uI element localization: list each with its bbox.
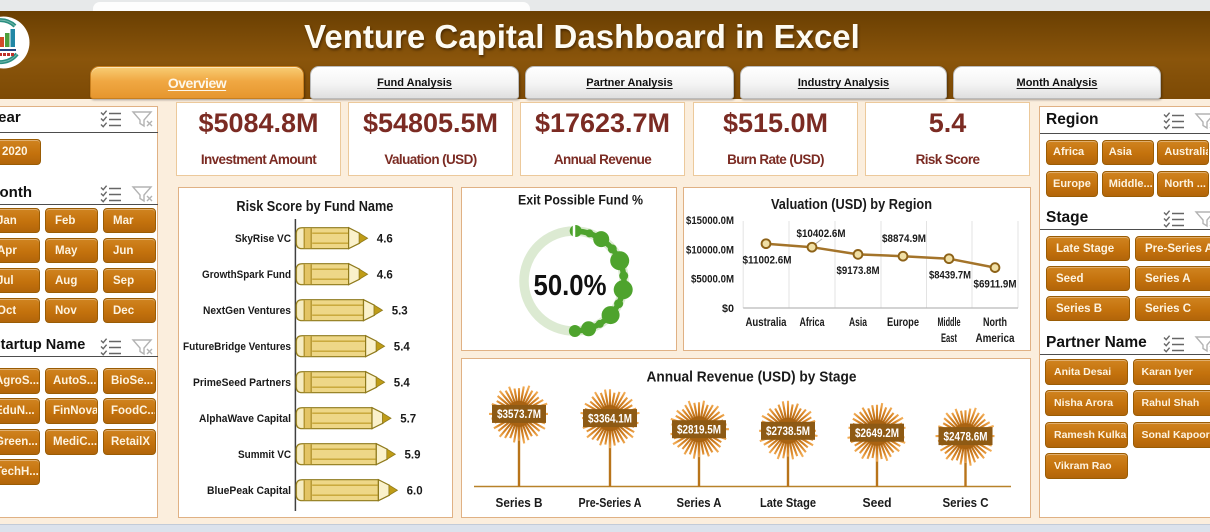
svg-text:$8874.9M: $8874.9M (882, 233, 926, 245)
svg-text:Africa: Africa (800, 317, 825, 329)
svg-text:$5000.0M: $5000.0M (691, 274, 734, 286)
svg-text:$11002.6M: $11002.6M (743, 255, 792, 267)
svg-text:Series A: Series A (677, 496, 722, 510)
svg-text:$8439.7M: $8439.7M (929, 270, 971, 282)
svg-text:$9173.8M: $9173.8M (837, 265, 880, 277)
svg-text:AlphaWave Capital: AlphaWave Capital (199, 413, 291, 425)
svg-text:East: East (941, 333, 957, 345)
svg-text:Asia: Asia (849, 317, 867, 329)
svg-text:Risk Score by Fund Name: Risk Score by Fund Name (236, 199, 393, 215)
svg-text:$0: $0 (722, 303, 734, 315)
svg-text:5.4: 5.4 (394, 340, 410, 354)
svg-text:Europe: Europe (887, 317, 919, 329)
svg-text:Annual Revenue (USD) by Stage: Annual Revenue (USD) by Stage (647, 370, 857, 386)
svg-text:Valuation (USD) by Region: Valuation (USD) by Region (771, 197, 932, 213)
svg-text:$6911.9M: $6911.9M (974, 279, 1017, 291)
svg-text:Exit Possible Fund %: Exit Possible Fund % (518, 192, 643, 208)
svg-text:PrimeSeed Partners: PrimeSeed Partners (193, 377, 291, 389)
svg-text:Pre-Series A: Pre-Series A (579, 496, 642, 510)
svg-text:Series C: Series C (943, 496, 989, 510)
svg-text:FutureBridge Ventures: FutureBridge Ventures (183, 341, 291, 353)
svg-text:$10402.6M: $10402.6M (797, 228, 846, 240)
svg-text:$3364.1M: $3364.1M (588, 411, 632, 425)
svg-text:5.7: 5.7 (400, 412, 416, 426)
svg-text:Seed: Seed (863, 496, 892, 510)
svg-text:5.4: 5.4 (394, 376, 410, 390)
svg-text:4.6: 4.6 (377, 232, 393, 246)
svg-text:NextGen Ventures: NextGen Ventures (203, 305, 291, 317)
svg-text:$10000.0M: $10000.0M (686, 244, 734, 256)
svg-text:BluePeak Capital: BluePeak Capital (207, 485, 291, 497)
svg-text:GrowthSpark Fund: GrowthSpark Fund (202, 269, 291, 281)
svg-text:$2738.5M: $2738.5M (766, 424, 810, 438)
svg-text:America: America (976, 333, 1016, 345)
svg-text:4.6: 4.6 (377, 268, 393, 282)
svg-text:Summit VC: Summit VC (238, 449, 291, 461)
svg-text:$2649.2M: $2649.2M (855, 426, 899, 440)
svg-text:Series B: Series B (496, 496, 543, 510)
svg-text:5.9: 5.9 (405, 448, 421, 462)
svg-text:$2478.6M: $2478.6M (944, 429, 988, 443)
svg-text:50.0%: 50.0% (534, 270, 607, 302)
svg-text:Australia: Australia (746, 317, 787, 329)
svg-text:5.3: 5.3 (392, 304, 408, 318)
svg-text:SkyRise VC: SkyRise VC (235, 233, 291, 245)
svg-text:$2819.5M: $2819.5M (677, 422, 721, 436)
svg-text:$15000.0M: $15000.0M (686, 215, 734, 227)
svg-text:6.0: 6.0 (407, 484, 423, 498)
svg-text:Late Stage: Late Stage (760, 496, 816, 510)
svg-text:North: North (983, 317, 1007, 329)
svg-text:$3573.7M: $3573.7M (497, 407, 541, 421)
svg-text:Middle: Middle (938, 317, 961, 329)
